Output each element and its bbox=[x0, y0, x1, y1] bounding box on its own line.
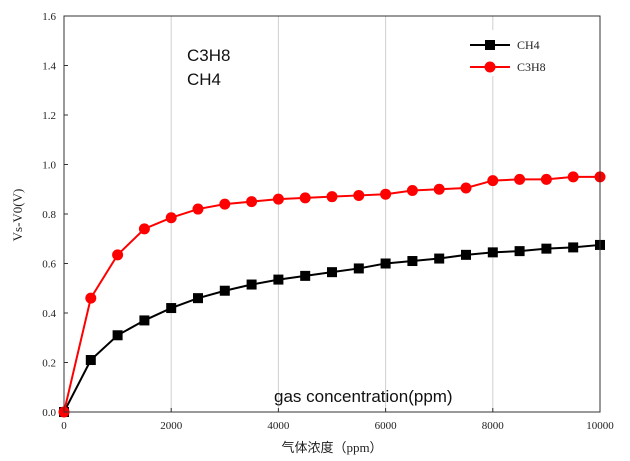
legend-label-ch4: CH4 bbox=[517, 38, 540, 52]
y-tick-label: 1.4 bbox=[42, 61, 56, 73]
data-point-ch4 bbox=[487, 247, 498, 258]
series-line-c3h8 bbox=[63, 175, 600, 413]
data-point-c3h8 bbox=[192, 203, 204, 215]
data-point-ch4 bbox=[300, 270, 311, 281]
data-point-c3h8 bbox=[380, 188, 392, 200]
x-axis-label: 气体浓度（ppm） bbox=[281, 440, 382, 455]
y-axis-label: Vs-V0(V) bbox=[10, 189, 25, 242]
y-tick-label: 1.0 bbox=[42, 160, 56, 172]
y-tick-label: 0.0 bbox=[42, 407, 56, 419]
data-point-ch4 bbox=[166, 303, 177, 314]
y-tick-label: 0.6 bbox=[42, 259, 56, 271]
data-point-c3h8 bbox=[165, 212, 177, 224]
overlay-label-ch4: CH4 bbox=[187, 70, 221, 89]
overlay-label-gas-concentration: gas concentration(ppm) bbox=[274, 387, 453, 406]
data-point-c3h8 bbox=[487, 175, 499, 187]
data-point-c3h8 bbox=[353, 189, 365, 201]
data-point-ch4 bbox=[246, 279, 257, 290]
x-tick-label: 8000 bbox=[482, 420, 505, 432]
data-point-ch4 bbox=[568, 242, 579, 253]
data-point-c3h8 bbox=[138, 223, 150, 235]
data-point-ch4 bbox=[461, 249, 471, 260]
data-point-ch4 bbox=[514, 246, 525, 257]
x-tick-label: 4000 bbox=[267, 420, 290, 432]
data-point-c3h8 bbox=[85, 292, 97, 304]
series-layer bbox=[58, 171, 606, 418]
data-point-ch4 bbox=[434, 253, 445, 264]
data-point-c3h8 bbox=[460, 182, 472, 194]
data-point-c3h8 bbox=[272, 193, 284, 205]
data-point-c3h8 bbox=[406, 184, 418, 196]
data-point-ch4 bbox=[219, 285, 230, 296]
data-point-c3h8 bbox=[433, 183, 445, 195]
data-point-ch4 bbox=[407, 256, 418, 267]
x-tick-label: 2000 bbox=[160, 420, 183, 432]
data-point-c3h8 bbox=[299, 192, 311, 204]
y-tick-label: 0.4 bbox=[42, 308, 56, 320]
legend: CH4 C3H8 bbox=[466, 30, 584, 76]
data-point-ch4 bbox=[139, 315, 150, 326]
data-point-ch4 bbox=[85, 355, 96, 366]
y-tick-label: 0.2 bbox=[42, 358, 56, 370]
legend-marker-c3h8 bbox=[484, 61, 496, 73]
data-point-c3h8 bbox=[514, 173, 526, 185]
data-point-ch4 bbox=[112, 330, 123, 341]
x-tick-label: 6000 bbox=[375, 420, 398, 432]
data-point-c3h8 bbox=[219, 198, 231, 210]
x-tick-label: 10000 bbox=[586, 420, 614, 432]
data-point-ch4 bbox=[327, 267, 337, 278]
data-point-c3h8 bbox=[326, 191, 338, 203]
data-point-ch4 bbox=[273, 274, 284, 285]
legend-marker-ch4 bbox=[485, 40, 495, 50]
data-point-c3h8 bbox=[246, 196, 258, 208]
legend-label-c3h8: C3H8 bbox=[517, 60, 546, 74]
y-tick-label: 1.2 bbox=[42, 110, 56, 122]
data-point-c3h8 bbox=[112, 249, 124, 261]
y-tick-label: 1.6 bbox=[42, 11, 56, 23]
data-point-ch4 bbox=[193, 293, 203, 304]
data-point-ch4 bbox=[380, 258, 391, 269]
data-point-c3h8 bbox=[567, 171, 579, 183]
x-tick-label: 0 bbox=[61, 420, 67, 432]
axis-ticks: 0 2000 4000 6000 8000 10000 0.0 0.2 0.4 0.6 0.8 1.0… bbox=[42, 11, 614, 432]
overlay-label-c3h8: C3H8 bbox=[187, 46, 230, 65]
data-point-c3h8 bbox=[540, 173, 552, 185]
y-tick-label: 0.8 bbox=[42, 209, 56, 221]
data-point-ch4 bbox=[353, 263, 364, 274]
data-point-ch4 bbox=[541, 243, 552, 254]
